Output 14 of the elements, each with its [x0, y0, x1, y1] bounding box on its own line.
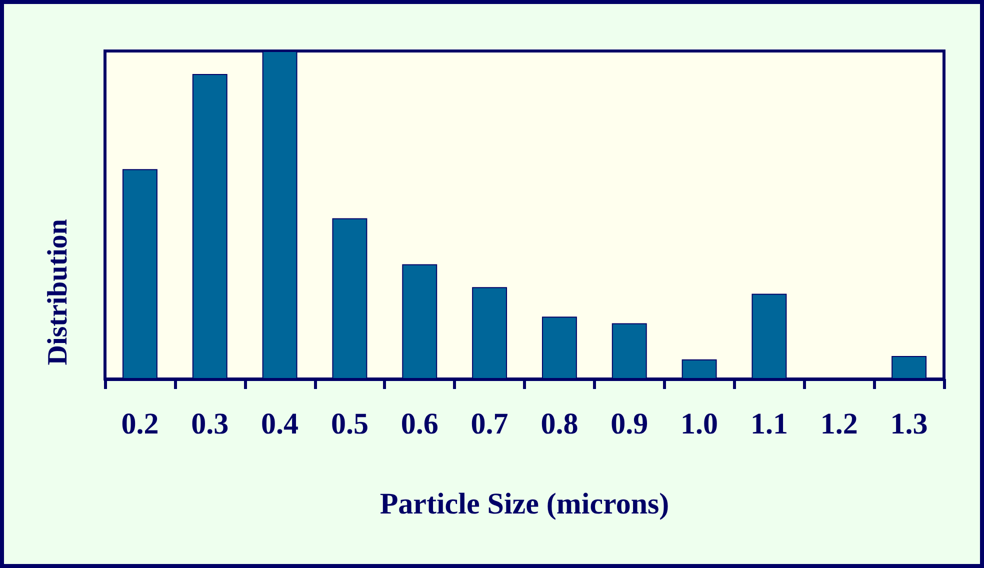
x-tick-label: 0.7	[470, 408, 508, 440]
x-tick-label: 1.3	[890, 408, 928, 440]
x-tick-label: 1.0	[680, 408, 718, 440]
x-tick-label: 1.1	[750, 408, 788, 440]
x-tick-label: 0.9	[610, 408, 648, 440]
x-tick-label: 0.3	[191, 408, 229, 440]
x-tick-label: 0.6	[400, 408, 438, 440]
x-tick-label: 1.2	[820, 408, 858, 440]
x-tick-label: 0.5	[330, 408, 368, 440]
x-tick-label: 0.2	[121, 408, 159, 440]
y-axis-title: Distribution	[42, 218, 74, 366]
x-axis-title: Particle Size (microns)	[380, 488, 670, 520]
x-tick-label: 0.8	[540, 408, 578, 440]
x-tick-label: 0.4	[261, 408, 299, 440]
